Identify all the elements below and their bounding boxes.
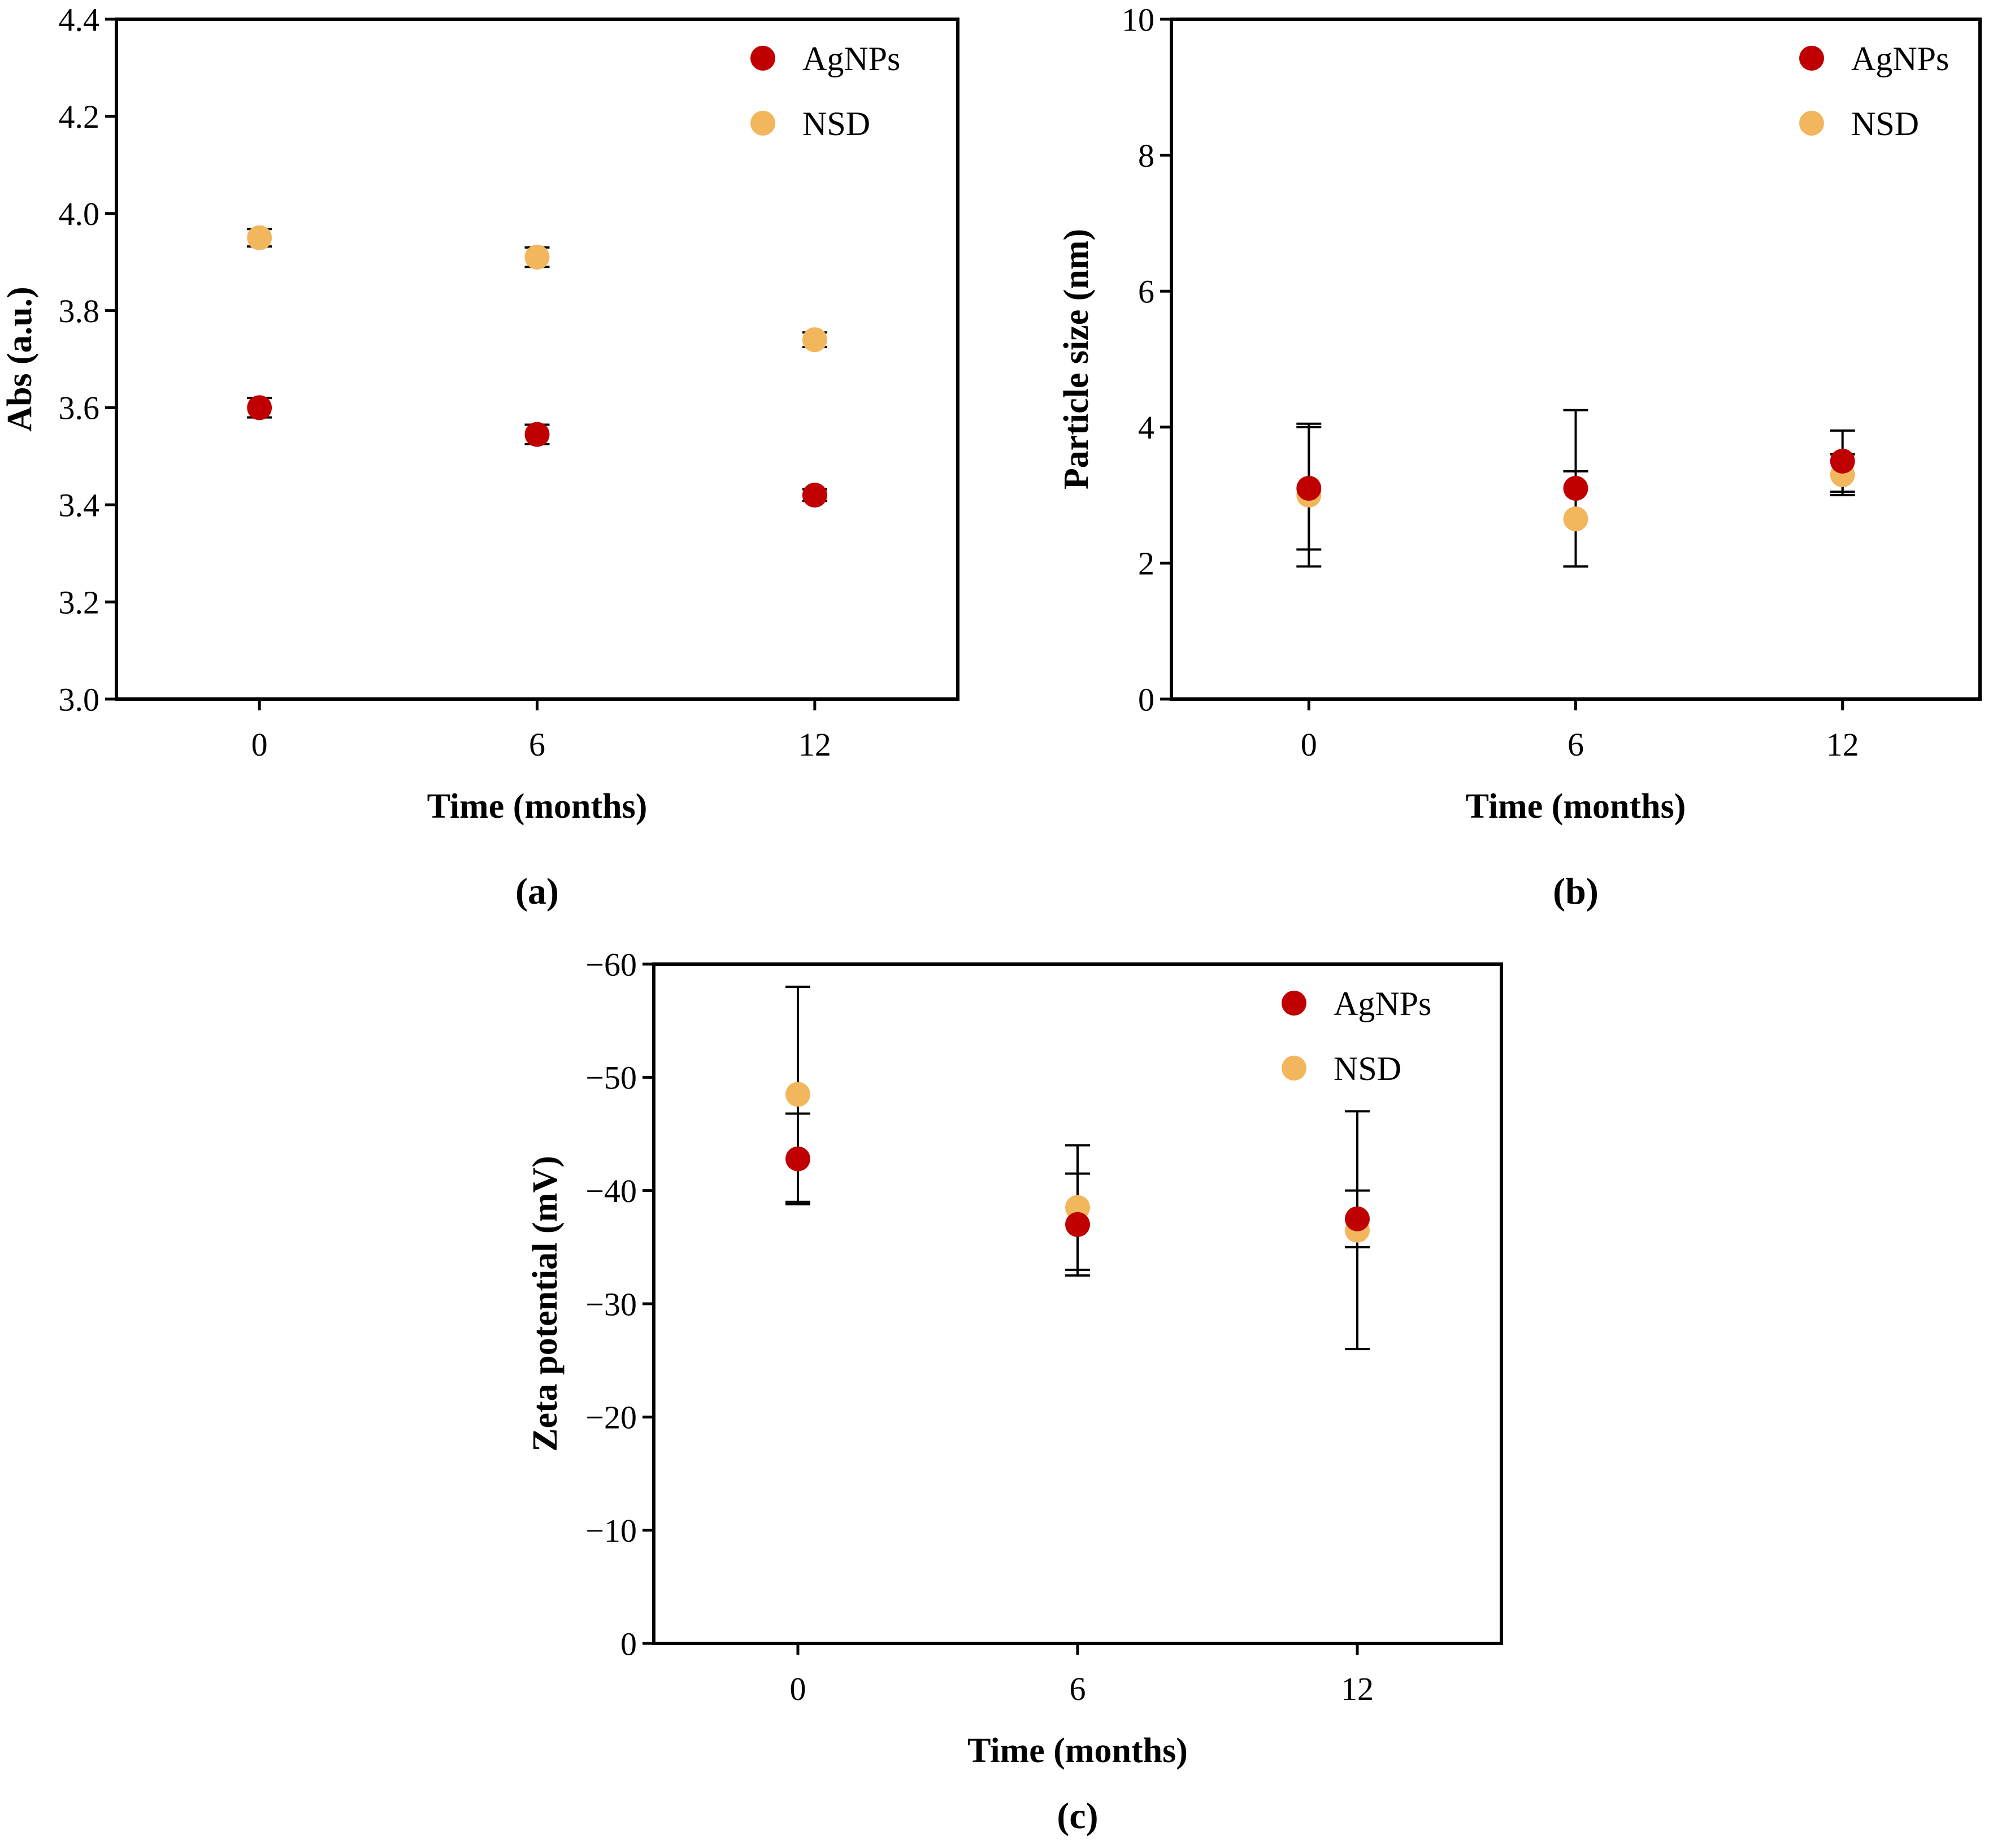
x-tick-label: 6 — [529, 726, 545, 763]
y-tick-label: 4.2 — [59, 98, 100, 135]
data-point-nsd — [1563, 506, 1588, 532]
x-tick-label: 0 — [1301, 726, 1317, 763]
y-tick-label: 3.6 — [59, 390, 100, 427]
caption-a: (a) — [515, 871, 559, 912]
y-tick-label: −40 — [585, 1173, 637, 1209]
x-tick-label: 12 — [798, 726, 831, 763]
chart-b-particle-size: 0 2 4 6 8 10 0 6 12 Particle size (nm) Time (month… — [1057, 1, 1982, 826]
data-point-agnps — [1830, 448, 1855, 474]
chart-c-zeta-potential: 0 −10 −20 −30 −40 −50 −60 0 6 12 Zeta potential (m… — [526, 949, 1503, 1770]
y-tick-label: 4 — [1138, 409, 1154, 446]
legend-marker-nsd — [1799, 111, 1824, 136]
legend-label: NSD — [1851, 105, 1919, 142]
y-tick-label: −50 — [585, 1060, 637, 1096]
y-tick-label: 2 — [1138, 545, 1154, 582]
data-point-nsd — [785, 1082, 810, 1107]
y-tick-label: 3.0 — [59, 681, 100, 718]
legend-marker-agnps — [1282, 991, 1306, 1016]
data-point-agnps — [1563, 476, 1588, 501]
legend-label: AgNPs — [802, 40, 900, 77]
caption-c: (c) — [1057, 1795, 1098, 1837]
x-tick-label: 12 — [1341, 1671, 1374, 1707]
x-tick-label: 6 — [1568, 726, 1584, 763]
y-axis-title: Zeta potential (mV) — [526, 1156, 565, 1451]
y-tick-label: 0 — [1138, 681, 1154, 718]
y-tick-label: −10 — [585, 1512, 637, 1549]
y-tick-label: −30 — [585, 1286, 637, 1322]
x-tick-label: 0 — [251, 726, 268, 763]
legend-label: NSD — [802, 105, 870, 142]
x-axis-title: Time (months) — [427, 787, 648, 826]
y-tick-label: −20 — [585, 1399, 637, 1436]
legend-marker-agnps — [750, 46, 775, 71]
data-point-agnps — [247, 395, 272, 420]
x-tick-label: 12 — [1826, 726, 1859, 763]
y-tick-label: 3.4 — [59, 487, 100, 524]
legend-marker-agnps — [1799, 46, 1824, 71]
legend-marker-nsd — [750, 111, 775, 136]
x-axis-title: Time (months) — [1466, 787, 1686, 826]
y-tick-label: −60 — [585, 949, 637, 983]
data-point-agnps — [785, 1146, 810, 1172]
x-axis-title: Time (months) — [967, 1732, 1188, 1770]
legend-label: AgNPs — [1851, 40, 1949, 77]
caption-b: (b) — [1553, 871, 1599, 912]
x-tick-label: 0 — [790, 1671, 806, 1707]
legend-label: AgNPs — [1334, 985, 1431, 1022]
x-tick-label: 6 — [1070, 1671, 1086, 1707]
data-point-agnps — [802, 483, 827, 508]
data-point-nsd — [247, 225, 272, 250]
data-point-nsd — [802, 327, 827, 353]
y-axis-title: Abs (a.u.) — [1, 287, 39, 432]
y-axis-title: Particle size (nm) — [1057, 229, 1096, 489]
y-tick-label: 3.8 — [59, 293, 100, 329]
y-tick-label: 4.4 — [59, 1, 100, 38]
y-tick-label: 6 — [1138, 274, 1154, 310]
data-point-nsd — [524, 245, 550, 270]
data-point-agnps — [1065, 1212, 1090, 1237]
data-point-agnps — [524, 422, 550, 447]
chart-a-abs: 3.0 3.2 3.4 3.6 3.8 4.0 4.2 4.4 0 6 12 Abs (a.u.) Ti… — [1, 1, 959, 826]
legend-marker-nsd — [1282, 1056, 1306, 1081]
y-tick-label: 3.2 — [59, 584, 100, 621]
data-point-agnps — [1345, 1206, 1370, 1231]
y-tick-label: 8 — [1138, 137, 1154, 174]
legend-label: NSD — [1334, 1050, 1401, 1087]
y-tick-label: 0 — [620, 1625, 637, 1662]
y-tick-label: 10 — [1122, 1, 1154, 38]
y-tick-label: 4.0 — [59, 196, 100, 232]
data-point-agnps — [1296, 476, 1322, 501]
